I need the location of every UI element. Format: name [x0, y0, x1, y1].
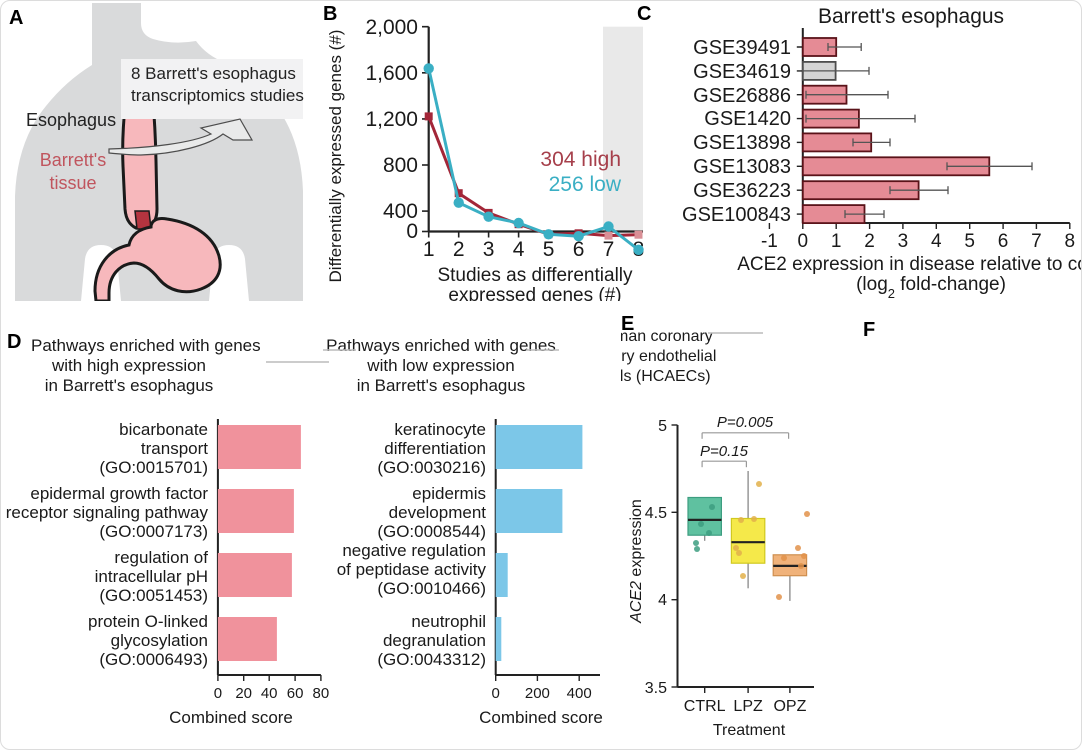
svg-text:GSE13898: GSE13898: [693, 132, 791, 154]
svg-text:256 low: 256 low: [549, 173, 622, 196]
svg-text:4: 4: [658, 592, 667, 609]
svg-text:OPZ: OPZ: [773, 698, 806, 715]
svg-text:ACE2 expression: ACE2 expression: [628, 499, 645, 624]
svg-text:2,000: 2,000: [365, 16, 418, 39]
svg-text:with low expression: with low expression: [366, 356, 514, 375]
svg-text:GSE100843: GSE100843: [682, 204, 791, 226]
svg-text:artery endothelial: artery endothelial: [621, 348, 716, 365]
svg-text:1,200: 1,200: [365, 108, 418, 131]
svg-text:GSE13083: GSE13083: [693, 156, 791, 178]
svg-text:3: 3: [483, 238, 495, 261]
svg-text:negative regulation: negative regulation: [342, 541, 486, 560]
svg-text:(GO:0006493): (GO:0006493): [99, 650, 208, 669]
svg-text:5: 5: [543, 238, 555, 261]
svg-text:epidermal growth factor: epidermal growth factor: [30, 484, 208, 503]
svg-text:glycosylation: glycosylation: [111, 631, 208, 650]
svg-text:expressed genes (#): expressed genes (#): [448, 285, 621, 301]
svg-text:3.5: 3.5: [645, 680, 667, 697]
svg-text:bicarbonate: bicarbonate: [119, 420, 208, 439]
svg-text:regulation of: regulation of: [114, 548, 208, 567]
svg-text:(GO:0030216): (GO:0030216): [377, 458, 486, 477]
svg-text:1,600: 1,600: [365, 62, 418, 85]
svg-text:cells (HCAECs): cells (HCAECs): [621, 368, 711, 385]
svg-text:of peptidase activity: of peptidase activity: [337, 560, 487, 579]
svg-text:(GO:0008544): (GO:0008544): [377, 522, 486, 541]
svg-text:0: 0: [492, 685, 500, 702]
svg-text:in Barrett's esophagus: in Barrett's esophagus: [45, 376, 214, 395]
svg-text:4.5: 4.5: [645, 505, 667, 522]
svg-text:200: 200: [525, 685, 550, 702]
svg-text:CTRL: CTRL: [684, 698, 726, 715]
svg-text:4: 4: [931, 231, 942, 252]
svg-text:1: 1: [831, 231, 842, 252]
svg-text:40: 40: [261, 685, 278, 702]
svg-text:transport: transport: [141, 439, 208, 458]
svg-text:development: development: [389, 503, 487, 522]
svg-text:(GO:0043312): (GO:0043312): [377, 650, 486, 669]
svg-text:304 high: 304 high: [540, 148, 621, 171]
svg-text:P=0.005: P=0.005: [717, 414, 774, 431]
svg-text:7: 7: [1031, 231, 1042, 252]
svg-text:20: 20: [235, 685, 252, 702]
svg-text:GSE26886: GSE26886: [693, 85, 791, 107]
svg-text:2: 2: [864, 231, 875, 252]
svg-text:(GO:0051453): (GO:0051453): [99, 586, 208, 605]
svg-text:Studies as differentially: Studies as differentially: [437, 265, 633, 286]
svg-text:4: 4: [513, 238, 525, 261]
svg-text:epidermis: epidermis: [412, 484, 486, 503]
svg-text:0: 0: [798, 231, 809, 252]
svg-text:3: 3: [898, 231, 909, 252]
svg-text:(log2 fold-change): (log2 fold-change): [856, 274, 1006, 301]
svg-text:GSE1420: GSE1420: [704, 108, 791, 130]
svg-text:60: 60: [287, 685, 304, 702]
svg-text:in Barrett's esophagus: in Barrett's esophagus: [357, 376, 526, 395]
svg-text:5: 5: [964, 231, 975, 252]
svg-text:7: 7: [603, 238, 615, 261]
svg-text:P=0.15: P=0.15: [700, 443, 749, 460]
svg-text:0: 0: [214, 685, 222, 702]
svg-text:with high expression: with high expression: [51, 356, 206, 375]
svg-text:6: 6: [998, 231, 1009, 252]
svg-text:0: 0: [406, 220, 418, 243]
svg-text:Combined score: Combined score: [169, 708, 293, 727]
svg-text:Differentially expressed genes: Differentially expressed genes (#): [326, 30, 345, 283]
svg-text:differentiation: differentiation: [384, 439, 486, 458]
svg-text:GSE36223: GSE36223: [693, 180, 791, 202]
svg-text:Barrett's esophagus: Barrett's esophagus: [818, 5, 1004, 28]
svg-text:Treatment: Treatment: [713, 722, 786, 739]
svg-text:protein O-linked: protein O-linked: [88, 612, 208, 631]
svg-text:intracellular pH: intracellular pH: [95, 567, 208, 586]
svg-text:receptor signaling pathway: receptor signaling pathway: [6, 503, 209, 522]
svg-text:keratinocyte: keratinocyte: [394, 420, 486, 439]
svg-text:Pathways enriched with genes: Pathways enriched with genes: [31, 336, 261, 355]
svg-text:800: 800: [383, 154, 418, 177]
svg-text:Pathways enriched with genes: Pathways enriched with genes: [326, 336, 556, 355]
svg-text:400: 400: [567, 685, 592, 702]
svg-text:human coronary: human coronary: [621, 328, 713, 345]
svg-text:6: 6: [573, 238, 585, 261]
svg-text:GSE39491: GSE39491: [693, 37, 791, 59]
svg-text:(GO:0007173): (GO:0007173): [99, 522, 208, 541]
svg-text:neutrophil: neutrophil: [411, 612, 486, 631]
svg-text:8: 8: [1065, 231, 1076, 252]
svg-text:(GO:0015701): (GO:0015701): [99, 458, 208, 477]
svg-text:-1: -1: [761, 231, 778, 252]
svg-text:2: 2: [453, 238, 465, 261]
svg-text:GSE34619: GSE34619: [693, 61, 791, 83]
svg-text:degranulation: degranulation: [383, 631, 486, 650]
svg-text:Combined score: Combined score: [479, 708, 603, 727]
svg-text:1: 1: [423, 238, 435, 261]
svg-text:LPZ: LPZ: [733, 698, 763, 715]
svg-text:5: 5: [658, 418, 667, 435]
svg-text:(GO:0010466): (GO:0010466): [377, 579, 486, 598]
svg-text:ACE2 expression in disease rel: ACE2 expression in disease relative to c…: [737, 254, 1082, 275]
